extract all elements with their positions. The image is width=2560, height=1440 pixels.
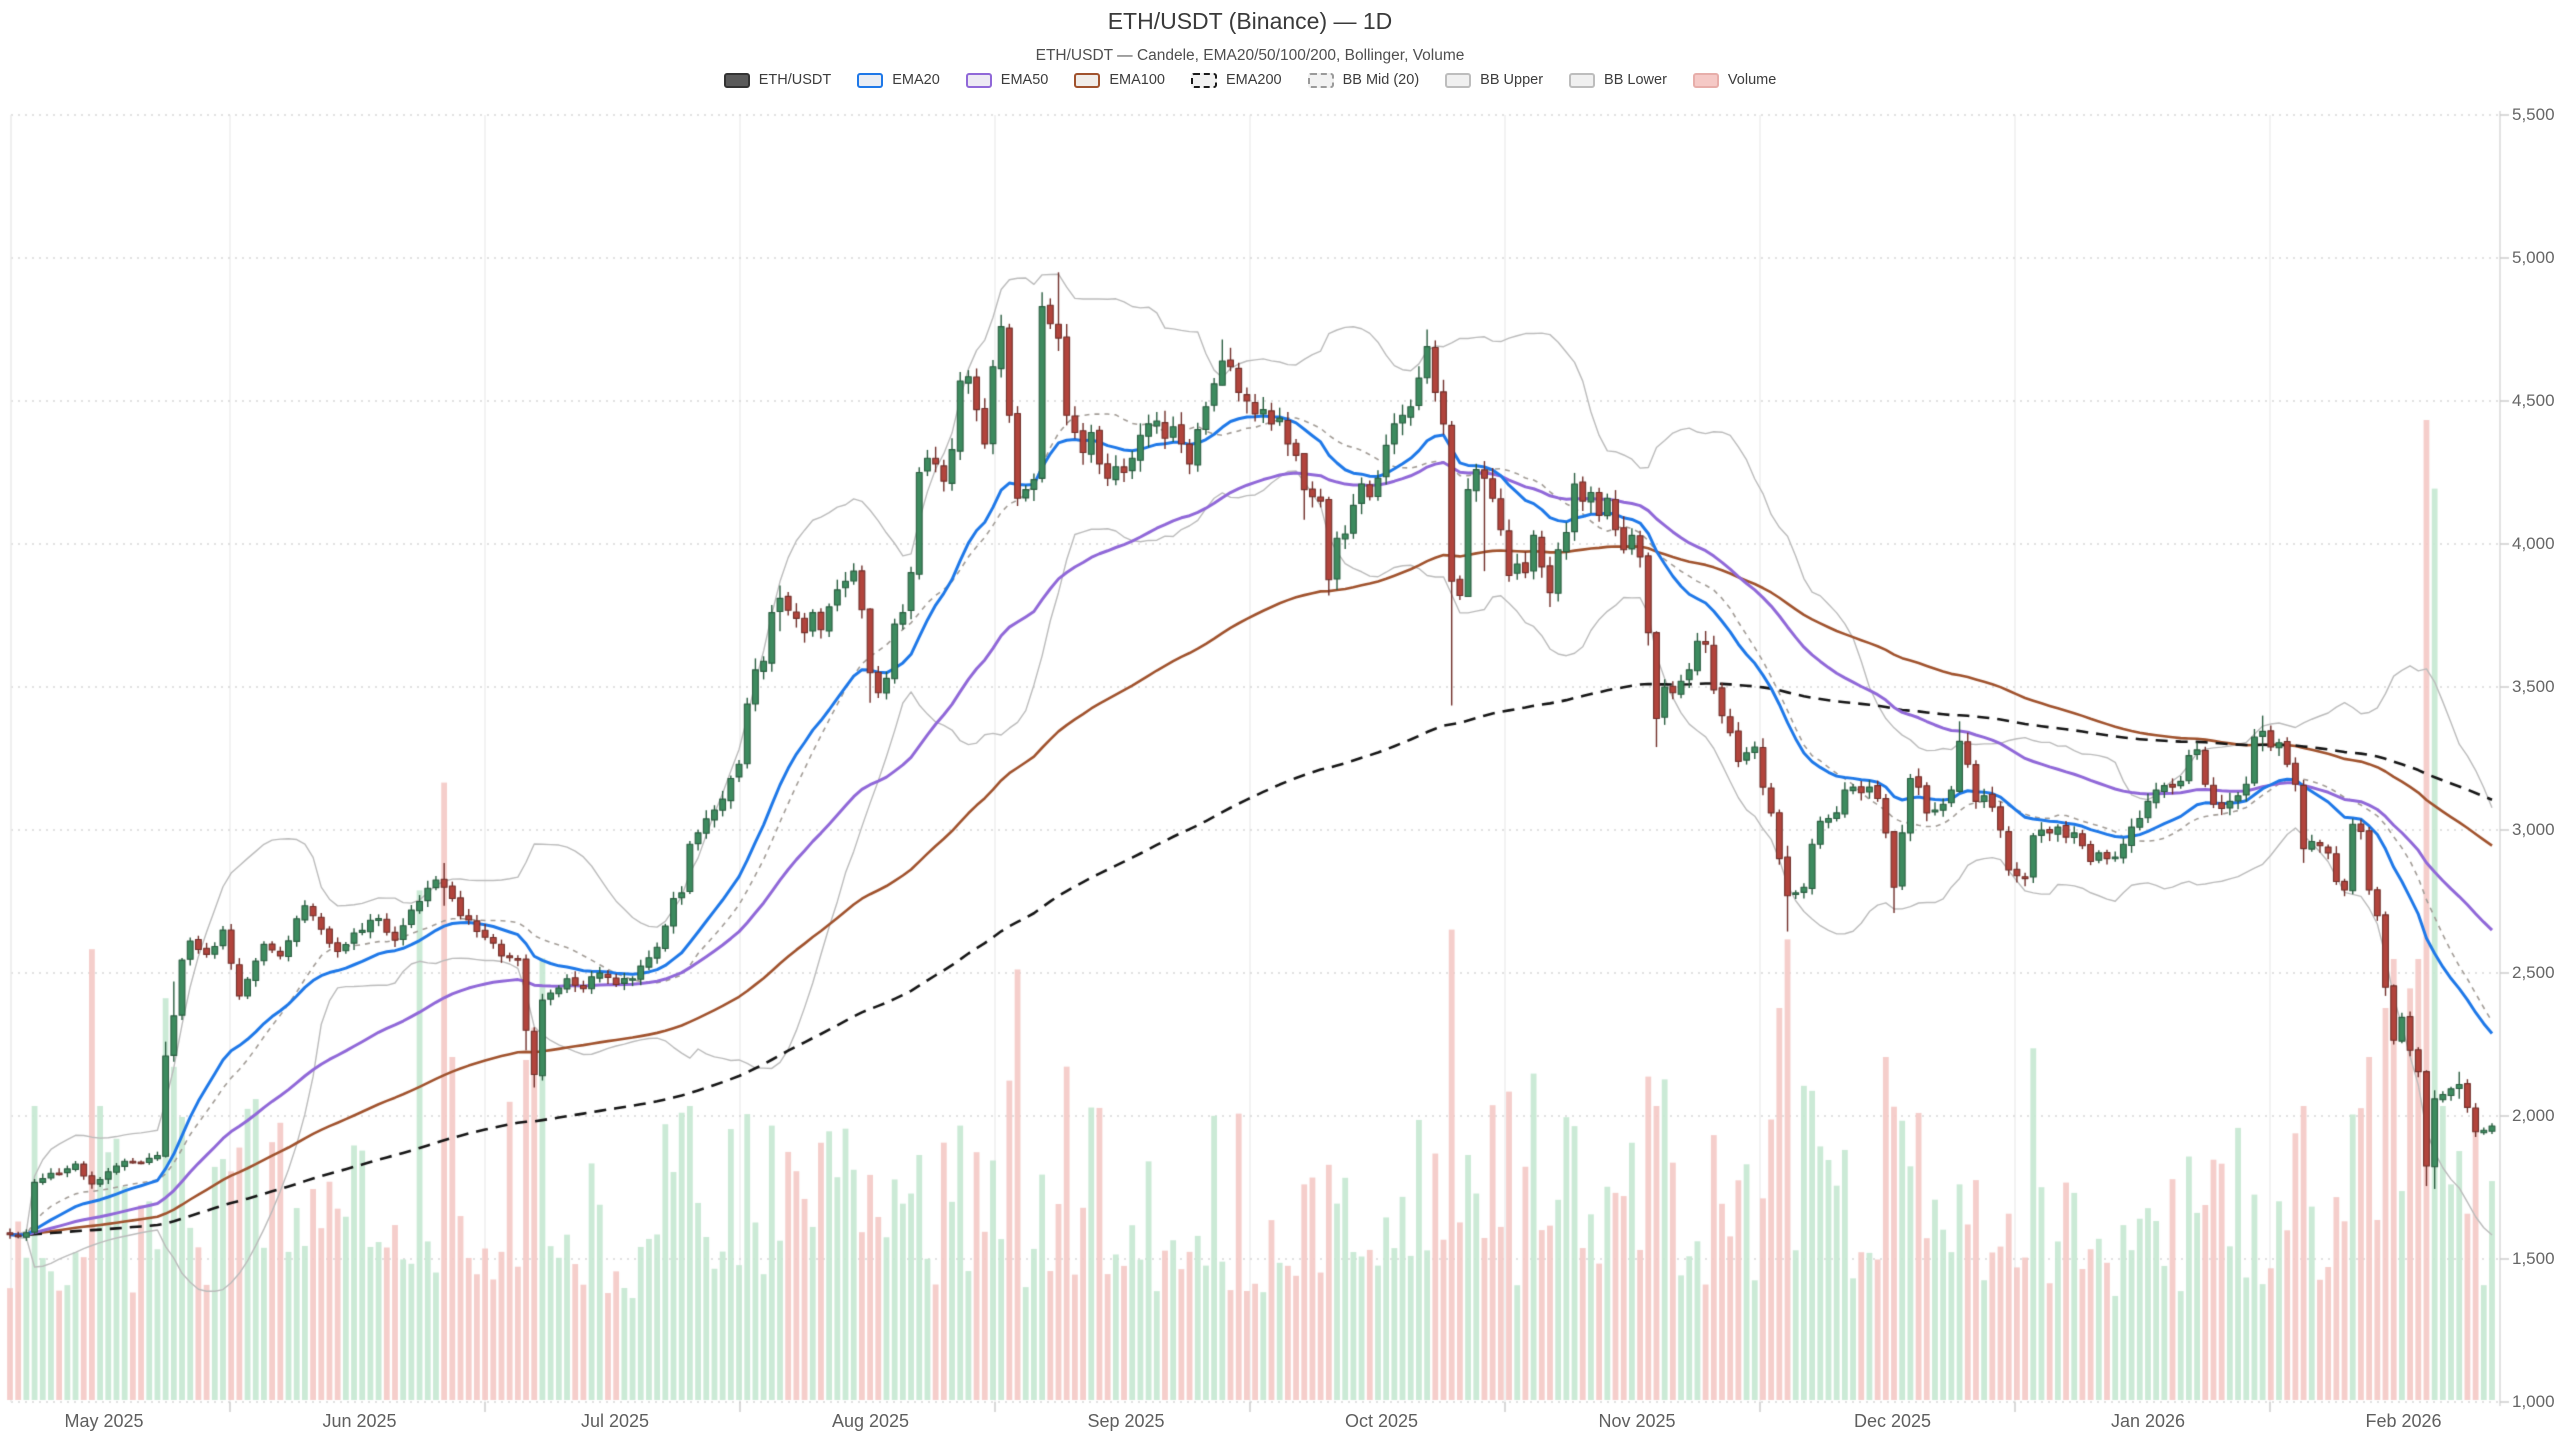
legend-item-ema20: EMA20 (857, 72, 940, 88)
x-month-label: Feb 2026 (2365, 1411, 2442, 1431)
volume-swatch-icon (1692, 72, 1719, 88)
legend-label: EMA20 (892, 72, 940, 88)
x-month-label: Sep 2025 (1087, 1411, 1165, 1431)
x-month-label: Jun 2025 (322, 1411, 397, 1431)
x-month-label: Jul 2025 (580, 1411, 650, 1431)
legend-label: BB Mid (20) (1342, 72, 1420, 88)
y-tick-label: 5,500 (2512, 105, 2555, 124)
legend-label: ETH/USDT (758, 72, 832, 88)
legend-label: Volume (1727, 72, 1777, 88)
x-month-label: Jan 2026 (2110, 1411, 2186, 1431)
ema20-swatch-icon (857, 72, 884, 88)
y-tick-label: 4,000 (2512, 534, 2555, 553)
y-tick-label: 3,500 (2512, 677, 2555, 696)
legend-label: BB Upper (1480, 72, 1544, 88)
y-tick-label: 2,000 (2512, 1106, 2555, 1125)
x-month-label: Nov 2025 (1598, 1411, 1676, 1431)
y-tick-label: 1,500 (2512, 1249, 2555, 1268)
y-tick-label: 4,500 (2512, 391, 2555, 410)
x-month-label: Oct 2025 (1344, 1411, 1419, 1431)
y-tick-label: 1,000 (2512, 1392, 2555, 1411)
legend-item-ema50: EMA50 (965, 72, 1049, 88)
bb-lower-swatch-icon (1569, 72, 1596, 88)
chart-title: ETH/USDT (Binance) — 1D (1107, 8, 1393, 34)
legend-label: EMA200 (1225, 72, 1282, 88)
x-month-label: Dec 2025 (1853, 1411, 1932, 1431)
legend-label: EMA100 (1109, 72, 1165, 88)
y-tick-label: 3,000 (2512, 820, 2555, 839)
ema100-swatch-icon (1074, 72, 1101, 88)
legend: ETH/USDT EMA20 EMA50 EMA100 EMA200 BB Mi… (0, 72, 2500, 88)
candles-swatch-icon (723, 72, 750, 88)
y-tick-label: 5,000 (2512, 248, 2555, 267)
legend-item-bb-mid: BB Mid (20) (1307, 72, 1420, 88)
ema50-swatch-icon (965, 72, 992, 88)
ema200-swatch-icon (1190, 72, 1217, 88)
chart-subtitle: ETH/USDT — Candele, EMA20/50/100/200, Bo… (1035, 47, 1465, 64)
legend-label: EMA50 (1000, 72, 1049, 88)
legend-item-ethusdt: ETH/USDT (723, 72, 832, 88)
bb-mid-swatch-icon (1307, 72, 1334, 88)
legend-item-ema200: EMA200 (1190, 72, 1282, 88)
x-month-label: May 2025 (64, 1411, 144, 1431)
y-tick-label: 2,500 (2512, 963, 2555, 982)
legend-item-bb-lower: BB Lower (1569, 72, 1667, 88)
legend-item-ema100: EMA100 (1074, 72, 1165, 88)
legend-item-bb-upper: BB Upper (1445, 72, 1543, 88)
x-month-label: Aug 2025 (831, 1411, 910, 1431)
legend-label: BB Lower (1604, 72, 1667, 88)
legend-item-volume: Volume (1692, 72, 1777, 88)
bb-upper-swatch-icon (1445, 72, 1472, 88)
